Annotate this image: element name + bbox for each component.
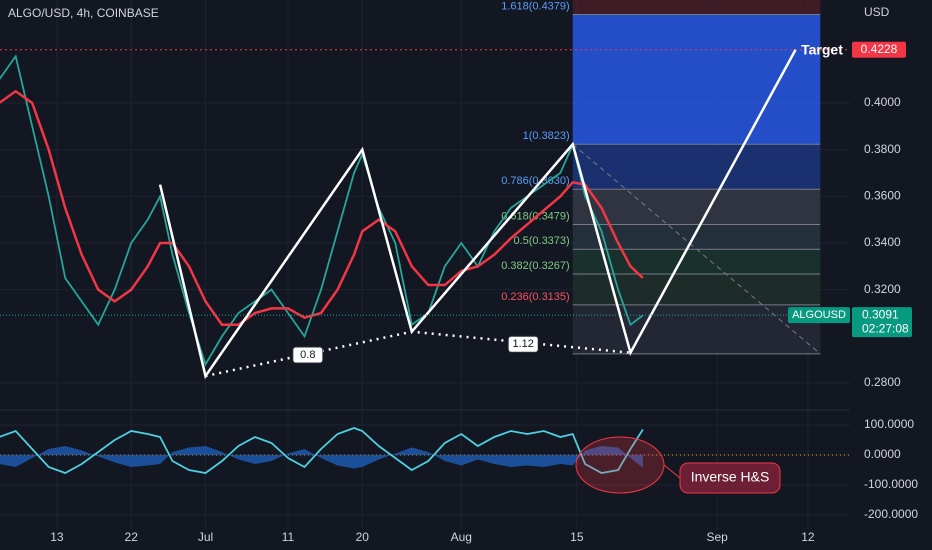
y2-tick-label: -200.0000 <box>864 507 918 521</box>
hs-box <box>679 462 781 494</box>
ratio-label: 0.8 <box>300 349 315 361</box>
ratio-box <box>507 335 539 353</box>
ratio-label: 1.12 <box>512 338 533 350</box>
target-label: Target <box>801 41 843 57</box>
x-tick-label: Jul <box>198 530 213 544</box>
fib-zone <box>572 304 821 354</box>
y-tick-label: 0.3600 <box>864 188 901 202</box>
annotation: Inverse H&S <box>691 469 770 485</box>
chart-title: ALGO/USD, 4h, COINBASE <box>8 6 159 20</box>
x-tick-label: 20 <box>356 530 370 544</box>
x-tick-label: Aug <box>451 530 472 544</box>
trend-dash <box>572 143 821 355</box>
x-tick-label: 12 <box>801 530 815 544</box>
fib-zone <box>572 249 821 275</box>
fib-label: 0.236(0.3135) <box>501 291 570 303</box>
y-tick-label: 0.3400 <box>864 235 901 249</box>
price-badge <box>852 307 912 338</box>
x-tick-label: 13 <box>50 530 64 544</box>
fib-label: 0.5(0.3373) <box>513 235 569 247</box>
fib-label: 0.382(0.3267) <box>501 260 570 272</box>
y-tick-label: 0.3800 <box>864 142 901 156</box>
y2-tick-label: -100.0000 <box>864 477 918 491</box>
y2-tick-label: 0.0000 <box>864 447 901 461</box>
target-badge <box>852 41 906 58</box>
x-tick-label: 11 <box>282 530 295 544</box>
symbol-badge <box>788 307 850 324</box>
x-tick-label: Sep <box>706 530 728 544</box>
target-value: 0.4228 <box>861 42 898 56</box>
x-tick-label: 15 <box>570 530 584 544</box>
fib-zone <box>572 189 821 225</box>
osc-line <box>0 427 644 474</box>
fib-label: 0.786(0.3630) <box>501 175 570 187</box>
fib-zone <box>572 14 821 145</box>
ratio-box <box>292 346 324 364</box>
fib-label: 1.618(0.4379) <box>501 0 570 12</box>
x-tick-label: 22 <box>125 530 139 544</box>
hs-ellipse <box>575 436 665 494</box>
y-tick-label: 0.2800 <box>864 375 901 389</box>
symbol: ALGOUSD <box>792 309 846 321</box>
osc-area <box>0 446 643 469</box>
current-price: 0.3091 <box>862 307 899 321</box>
fib-label: 1(0.3823) <box>523 130 570 142</box>
y-tick-label: 0.3200 <box>864 282 901 296</box>
currency: USD <box>864 5 890 19</box>
countdown: 02:27:08 <box>862 321 909 335</box>
fib-zone <box>572 0 821 15</box>
price-line <box>0 54 644 367</box>
neckline <box>205 330 631 378</box>
y2-tick-label: 100.0000 <box>864 417 914 431</box>
fib-zone <box>572 144 821 190</box>
y-tick-label: 0.4000 <box>864 95 901 109</box>
moving-average <box>0 89 644 326</box>
hs-pointer <box>663 464 681 479</box>
price-axis <box>850 0 932 550</box>
